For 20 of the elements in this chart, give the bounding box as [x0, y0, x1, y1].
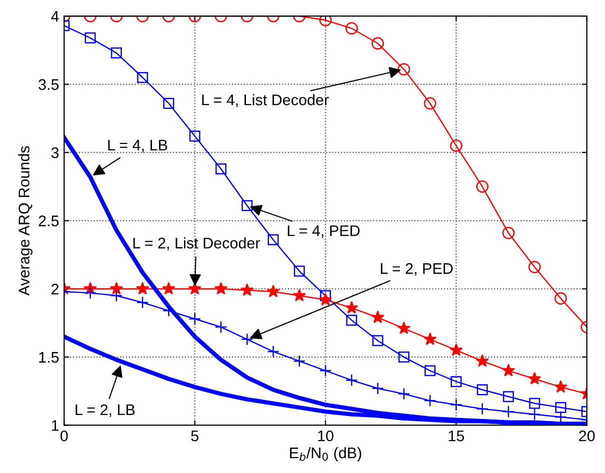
annotation: L = 2, PED: [380, 263, 453, 276]
x-tick-label: 20: [579, 430, 595, 442]
y-tick-label: 1: [52, 420, 59, 431]
annotation: L = 4, LB: [108, 140, 168, 152]
annotation: L = 2, LB: [76, 404, 135, 418]
y-axis-title: Average ARQ Rounds: [18, 146, 32, 296]
x-tick-label: 10: [318, 430, 334, 442]
annotation: L = 4, PED: [288, 225, 360, 238]
x-tick-label: 15: [448, 430, 464, 442]
x-tick-label: 0: [60, 430, 68, 442]
y-tick-label: 3: [51, 147, 59, 158]
annotation: L = 4, List Decoder: [202, 94, 329, 108]
annotation: L = 2, List Decoder: [133, 237, 260, 250]
x-tick-label: 5: [191, 430, 198, 442]
y-tick-label: 3.5: [38, 79, 59, 90]
y-tick-label: 2: [52, 284, 59, 294]
y-tick-label: 1.5: [39, 352, 59, 363]
y-tick-label: 2.5: [38, 216, 59, 226]
y-tick-label: 4: [51, 11, 59, 22]
x-axis-title: E$_{b}$/N$_{0}$ (dB): [290, 447, 362, 462]
